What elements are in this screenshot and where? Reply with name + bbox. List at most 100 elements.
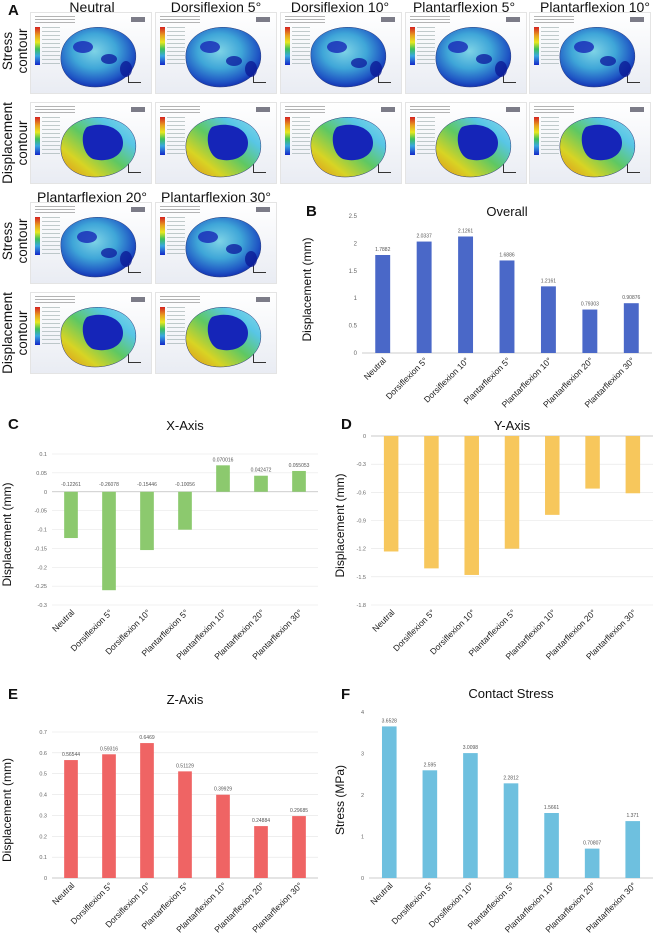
col-header-dorsiflexion-10: Dorsiflexion 10° xyxy=(290,0,390,15)
data-label: 0.39929 xyxy=(214,787,232,793)
y-tick-label: 1 xyxy=(354,296,358,302)
data-label: -0.26078 xyxy=(99,482,119,488)
row-label-displacement-bottom: Displacement contour xyxy=(0,283,30,383)
col-header-neutral: Neutral xyxy=(69,0,115,15)
y-tick-label: 0.1 xyxy=(39,855,47,861)
chart-overall: Overall Displacement (mm) 0 0.5 1 1.5 2 2.5 1.78… xyxy=(300,198,664,414)
displacement-contour-image xyxy=(30,292,152,374)
data-label: 0.79303 xyxy=(581,302,599,308)
y-tick-label: -1.5 xyxy=(357,575,366,581)
y-tick-label: -0.2 xyxy=(38,565,47,571)
bar-x_axis-4 xyxy=(216,465,230,492)
bar-z_axis-6 xyxy=(292,816,306,878)
col-header-plantarflexion-10: Plantarflexion 10° xyxy=(540,0,650,15)
chart-title: Overall xyxy=(486,204,527,219)
displacement-contour-image xyxy=(155,102,277,184)
x-tick-label: Neutral xyxy=(370,607,397,634)
stress-contour-model xyxy=(310,27,387,88)
bar-contact-2 xyxy=(463,753,478,878)
col-header-dorsiflexion-5: Dorsiflexion 5° xyxy=(170,0,262,15)
row-label-line: contour xyxy=(15,218,30,264)
chart-x-axis-svg: X-Axis Displacement (mm) -0.3 -0.25 -0.2 -0.1… xyxy=(0,418,318,662)
y-axis-label: Displacement (mm) xyxy=(0,758,14,862)
y-tick-label: -0.05 xyxy=(34,509,47,515)
stress-contour-model xyxy=(435,27,512,88)
bar-overall-1 xyxy=(416,241,432,353)
bar-contact-0 xyxy=(381,726,397,878)
data-label: 3.6528 xyxy=(382,718,398,724)
data-label: 0.56544 xyxy=(62,752,80,758)
y-tick-label: -0.3 xyxy=(357,462,366,468)
y-tick-label: -0.15 xyxy=(34,546,47,552)
bar-overall-0 xyxy=(375,255,391,353)
data-label: -0.15446 xyxy=(137,482,157,488)
chart-y-axis: Y-Axis Displacement (mm) -1.8 -1.5 -1.2 -0.9 -… xyxy=(333,412,664,682)
y-axis-label: Displacement (mm) xyxy=(0,482,14,586)
stress-contour-image xyxy=(30,202,152,284)
y-tick-label: -0.1 xyxy=(38,528,47,534)
bar-y_axis-0 xyxy=(383,436,399,552)
chart-title: Z-Axis xyxy=(167,692,204,707)
chart-x-axis: X-Axis Displacement (mm) -0.3 -0.25 -0.2 -0.1… xyxy=(0,412,330,682)
displacement-contour-model xyxy=(185,117,262,178)
data-label: 0.90876 xyxy=(622,295,640,301)
bar-x_axis-3 xyxy=(178,491,192,530)
bar-z_axis-5 xyxy=(254,826,268,878)
displacement-contour-image xyxy=(280,102,402,184)
col-header-plantarflexion-5: Plantarflexion 5° xyxy=(412,0,516,15)
bar-z_axis-2 xyxy=(140,743,154,878)
bar-z_axis-1 xyxy=(102,754,116,878)
row-label-line: Stress xyxy=(0,31,15,71)
data-label: 0.24884 xyxy=(252,818,270,824)
y-tick-label: 0.3 xyxy=(39,813,47,819)
x-tick-label: Dorsiflexion 5° xyxy=(384,355,430,401)
stress-contour-model xyxy=(559,27,636,88)
panel-letter-b: B xyxy=(306,203,317,220)
y-tick-label: 0 xyxy=(363,434,366,440)
stress-contour-image xyxy=(30,12,152,94)
y-axis-label: Displacement (mm) xyxy=(300,237,314,341)
y-axis-label: Stress (MPa) xyxy=(333,765,347,835)
data-label: 0.042472 xyxy=(251,468,272,474)
col-header-plantarflexion-20: Plantarflexion 20° xyxy=(37,189,147,205)
y-tick-label: 0 xyxy=(44,490,47,496)
x-tick-label: Neutral xyxy=(50,880,77,907)
chart-title: Y-Axis xyxy=(494,418,531,433)
row-label-line: Displacement xyxy=(0,102,15,184)
stress-contour-model xyxy=(185,27,262,88)
displacement-contour-model xyxy=(185,307,262,368)
displacement-contour-model xyxy=(310,117,387,178)
bar-overall-5 xyxy=(582,309,598,353)
y-tick-label: 0 xyxy=(44,876,47,882)
displacement-contour-model xyxy=(559,117,636,178)
col-header-plantarflexion-30: Plantarflexion 30° xyxy=(161,189,271,205)
displacement-contour-model xyxy=(60,117,137,178)
bar-contact-3 xyxy=(503,783,519,878)
data-label: 0.29685 xyxy=(290,808,308,814)
y-tick-label: 0 xyxy=(354,351,358,357)
chart-title: Contact Stress xyxy=(468,686,554,701)
y-tick-label: 0.6 xyxy=(39,751,47,757)
bar-z_axis-0 xyxy=(64,760,78,878)
displacement-contour-model xyxy=(60,307,137,368)
y-tick-label: 0.1 xyxy=(39,452,47,458)
y-tick-label: -1.8 xyxy=(357,603,366,609)
displacement-contour-image xyxy=(529,102,651,184)
bar-y_axis-2 xyxy=(464,436,479,575)
stress-contour-image xyxy=(155,12,277,94)
y-tick-label: 2.5 xyxy=(349,214,358,220)
row-label-line: contour xyxy=(15,28,30,74)
data-label: 0.51129 xyxy=(176,763,194,769)
stress-contour-model xyxy=(185,217,262,278)
stress-contour-image xyxy=(280,12,402,94)
row-label-stress-bottom: Stress contour xyxy=(0,211,30,271)
data-label: 0.070016 xyxy=(213,457,234,463)
data-label: 1.6886 xyxy=(499,252,515,258)
data-label: 2.1261 xyxy=(458,228,474,234)
y-tick-label: 0.2 xyxy=(39,834,47,840)
chart-title: X-Axis xyxy=(166,418,204,433)
data-label: 2.595 xyxy=(424,762,437,768)
bar-y_axis-1 xyxy=(424,436,439,569)
panel-letter-e: E xyxy=(8,686,19,703)
displacement-contour-model xyxy=(435,117,512,178)
